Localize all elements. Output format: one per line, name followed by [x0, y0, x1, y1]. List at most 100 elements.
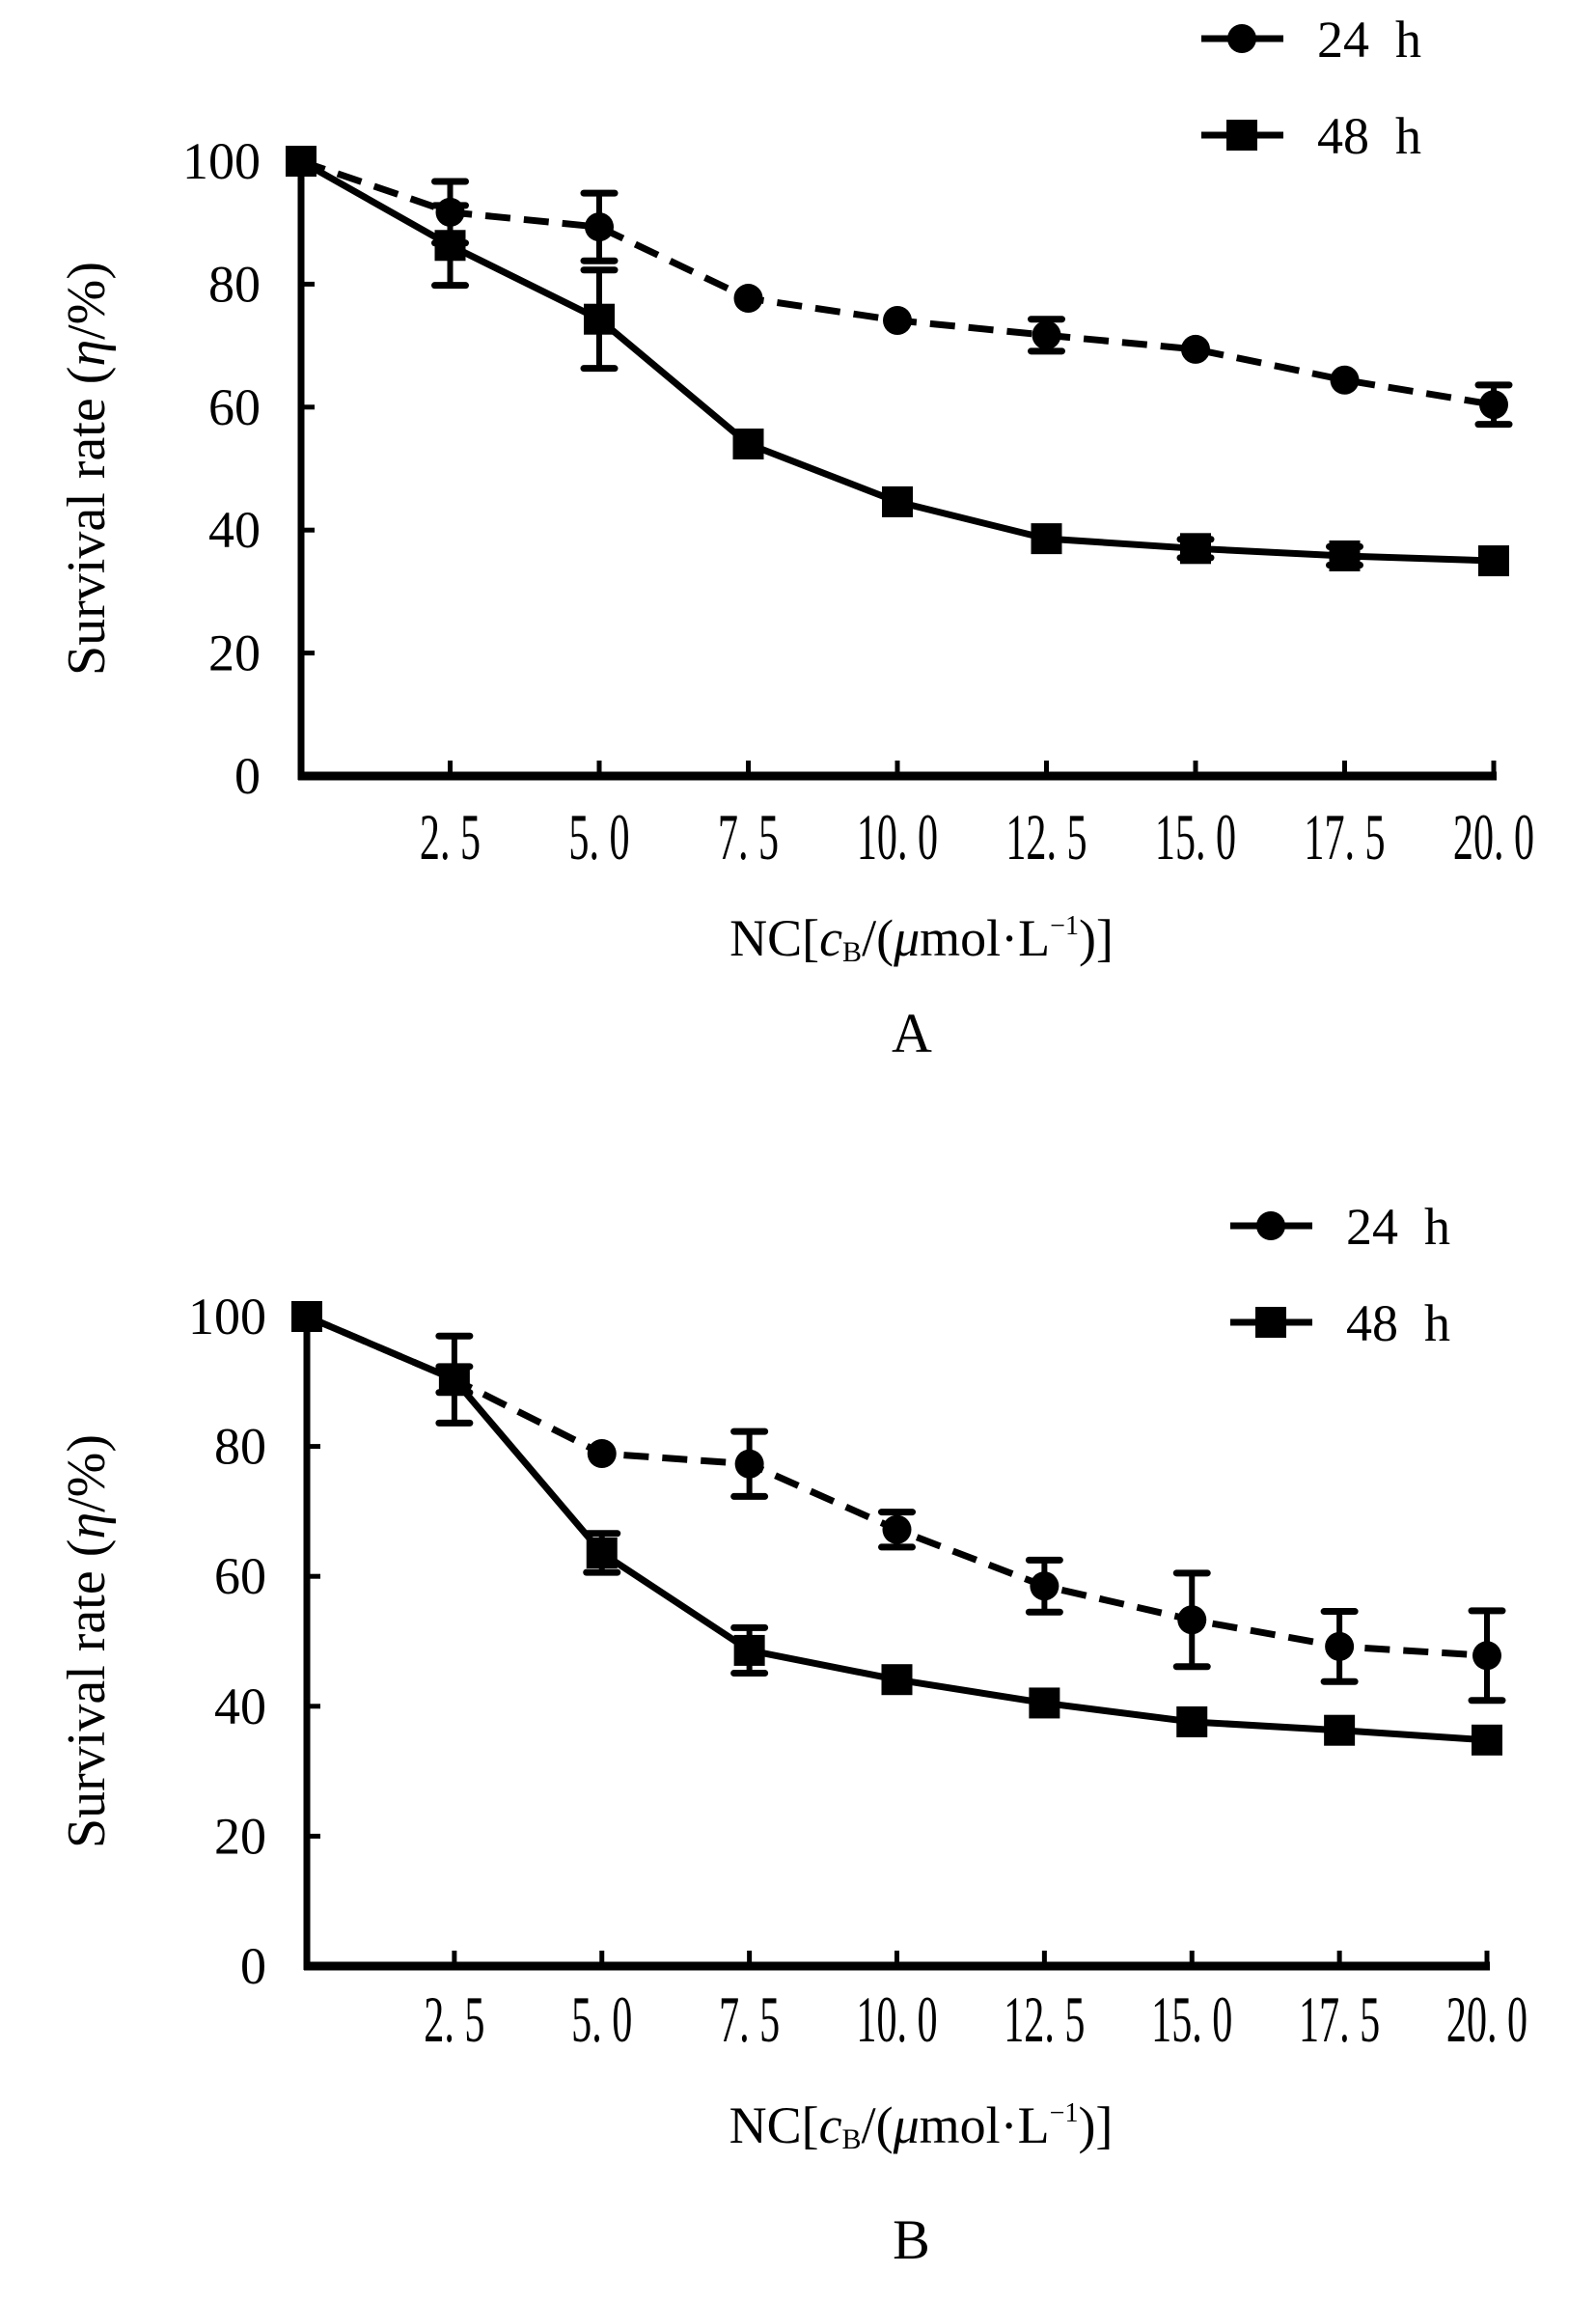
x-tick-label: 10. 0 — [857, 802, 938, 873]
x-axis-label-var: c — [819, 2096, 842, 2154]
data-point-circle — [1472, 1641, 1501, 1671]
x-tick-label: 17. 5 — [1304, 802, 1385, 873]
x-axis-label-close: )] — [1078, 2096, 1113, 2154]
data-point-square — [1031, 523, 1062, 555]
chart-panel-b: 0 20 40 60 80 100 2. 5 5. 0 7. 5 10. 0 12. 5 15. 0 1… — [57, 1198, 1527, 2271]
x-axis-label-open: /( — [862, 909, 894, 967]
series-line — [299, 157, 1495, 408]
data-point-square — [1329, 540, 1361, 571]
x-axis-label: NC[cB/(μmol·L−1)] — [729, 909, 1114, 968]
data-point-square — [881, 1664, 913, 1696]
x-axis-label-mu: μ — [893, 909, 920, 967]
data-point-circle — [883, 305, 912, 335]
data-point-circle — [587, 1439, 617, 1469]
series-48h — [286, 146, 1509, 577]
data-point-square — [1472, 1724, 1502, 1756]
data-point-circle — [1032, 320, 1061, 350]
legend-item: 48 h — [1230, 1294, 1450, 1352]
data-point-square — [434, 230, 466, 262]
x-tick-label: 2. 5 — [424, 1984, 484, 2056]
x-axis-label-mu: μ — [893, 2096, 920, 2154]
x-axis-label-unit: mol·L — [920, 909, 1050, 967]
x-tick-label: 12. 5 — [1005, 802, 1087, 873]
legend-square-marker — [1226, 120, 1257, 151]
data-point-square — [733, 1634, 765, 1666]
x-tick-label: 15. 0 — [1155, 802, 1236, 873]
y-tick-label: 80 — [208, 255, 261, 313]
y-tick-label: 60 — [208, 378, 261, 436]
x-axis-label-sub: B — [842, 2123, 862, 2155]
x-tick-label: 20. 0 — [1453, 802, 1534, 873]
data-point-circle — [882, 1514, 912, 1544]
data-point-square — [1478, 545, 1509, 577]
x-axis-label-var: c — [819, 909, 842, 967]
data-point-square — [732, 429, 764, 460]
legend-label: 48 h — [1317, 107, 1421, 165]
x-axis-label-close: )] — [1079, 909, 1114, 967]
panel-label: A — [892, 1002, 932, 1065]
x-tick-label: 7. 5 — [719, 1984, 780, 2056]
y-tick-label: 40 — [208, 501, 261, 559]
chart-panel-a: 0 20 40 60 80 100 2. 5 5. 0 7. 5 10. 0 12. 5 15. 0 1… — [57, 11, 1534, 1065]
y-axis-label-unit: /%) — [57, 1434, 117, 1512]
x-tick-label: 15. 0 — [1151, 1984, 1232, 2056]
data-point-square — [1324, 1714, 1356, 1746]
x-axis-label: NC[cB/(μmol·L−1)] — [729, 2096, 1114, 2155]
data-point-circle — [734, 1449, 764, 1479]
data-point-square — [584, 303, 615, 335]
y-tick-label: 0 — [240, 1937, 266, 1995]
y-axis-label-var: η — [57, 340, 117, 367]
y-tick-label: 20 — [208, 624, 261, 682]
data-point-circle — [1330, 365, 1360, 395]
y-tick-label: 40 — [214, 1677, 266, 1735]
data-point-square — [438, 1364, 470, 1396]
x-axis-label-sub: B — [842, 936, 862, 968]
legend-circle-marker — [1256, 1211, 1285, 1240]
data-point-circle — [1177, 1605, 1207, 1635]
data-point-square — [1029, 1687, 1060, 1719]
y-tick-label: 60 — [214, 1547, 266, 1605]
data-point-circle — [1479, 390, 1508, 420]
panel-label: B — [893, 2208, 930, 2271]
x-tick-label: 2. 5 — [420, 802, 481, 873]
y-tick-label: 20 — [214, 1807, 266, 1865]
x-tick-label: 7. 5 — [718, 802, 779, 873]
series-line — [305, 1313, 1488, 1659]
y-axis-label-text: Survival rate ( — [57, 367, 117, 676]
y-tick-label: 100 — [188, 1288, 266, 1345]
x-tick-label: 17. 5 — [1299, 1984, 1380, 2056]
y-tick-label: 80 — [214, 1418, 266, 1476]
data-point-circle — [585, 212, 614, 242]
x-axis-label-prefix: NC[ — [729, 2096, 819, 2154]
y-axis-label: Survival rate (η/%) — [57, 262, 117, 676]
x-tick-label: 5. 0 — [571, 1984, 632, 2056]
y-axis-label: Survival rate (η/%) — [57, 1434, 117, 1848]
legend: 24 h 48 h — [1201, 11, 1421, 165]
series-24h — [287, 147, 1513, 429]
data-point-circle — [1030, 1571, 1059, 1601]
data-point-circle — [733, 284, 763, 314]
legend-label: 24 h — [1346, 1198, 1450, 1256]
y-axis-label-unit: /%) — [57, 262, 117, 340]
data-point-circle — [1181, 334, 1210, 364]
y-tick-label: 100 — [182, 132, 261, 190]
y-tick-label: 0 — [234, 747, 261, 805]
x-tick-label: 10. 0 — [856, 1984, 937, 2056]
legend: 24 h 48 h — [1230, 1198, 1450, 1352]
legend-square-marker — [1255, 1307, 1286, 1338]
data-point-square — [291, 1301, 322, 1332]
legend-circle-marker — [1227, 24, 1256, 53]
legend-label: 24 h — [1317, 11, 1421, 69]
x-tick-label: 12. 5 — [1004, 1984, 1085, 2056]
x-axis-label-unit: mol·L — [920, 2096, 1050, 2154]
data-point-square — [1180, 533, 1211, 565]
legend-item: 24 h — [1201, 11, 1421, 69]
data-point-square — [882, 485, 913, 517]
data-point-square — [1176, 1705, 1208, 1737]
x-axis-label-sup: −1 — [1050, 2098, 1079, 2128]
x-axis-label-open: /( — [862, 2096, 894, 2154]
y-axis-label-text: Survival rate ( — [57, 1539, 117, 1848]
y-axis-label-var: η — [57, 1512, 117, 1539]
series-24h — [292, 1302, 1506, 1705]
